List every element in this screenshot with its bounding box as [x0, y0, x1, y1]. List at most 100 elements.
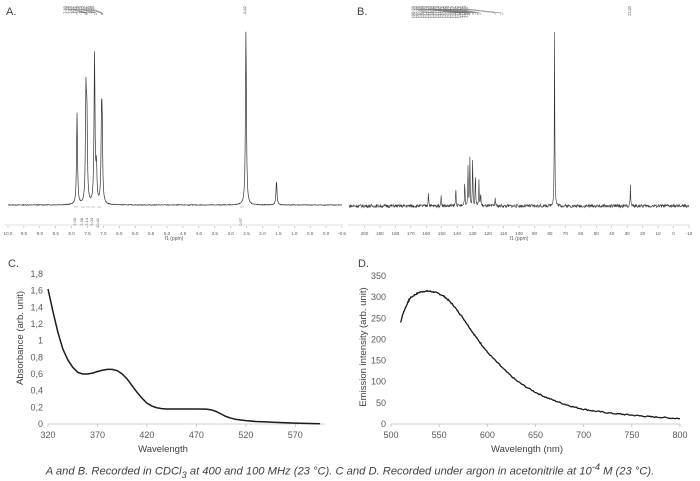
panel-c-y-label: Absorbance (arb. unit) — [15, 291, 26, 385]
peak-leader-line — [76, 7, 88, 15]
x-tick-label: 170 — [407, 231, 415, 236]
x-tick-label: 30 — [625, 231, 631, 236]
panel-d-axes: 0 50 100 150 200 250 300 350 500 550 600 650 700 750 8… — [371, 271, 688, 440]
peak-label: 7.03 — [90, 5, 95, 14]
panel-a-peak-labels: 7.837.567.557.527.517.287.237.227.077.05… — [62, 5, 247, 15]
x-tick-label: 550 — [432, 430, 447, 440]
x-tick-label: 150 — [438, 231, 446, 236]
peak-label: 140.96 — [417, 5, 422, 18]
peak-leader-line — [462, 7, 496, 15]
x-tick-label: 8.0 — [68, 231, 75, 236]
y-tick-label: 0 — [38, 419, 43, 429]
x-tick-label: 110 — [500, 231, 508, 236]
x-tick-label: -10 — [686, 231, 693, 236]
peak-label: 7.05 — [85, 5, 90, 14]
x-tick-label: 2.5 — [243, 231, 250, 236]
peak-leader-line — [78, 7, 95, 15]
peak-label: 2.52 — [242, 5, 247, 14]
x-tick-label: 1.0 — [291, 231, 298, 236]
peak-leader-line — [423, 7, 460, 15]
integral-label: 2.04 — [89, 217, 94, 226]
x-tick-label: 190 — [376, 231, 384, 236]
x-tick-label: 10 — [656, 231, 662, 236]
x-tick-label: 120 — [484, 231, 492, 236]
peak-leader-line — [445, 7, 473, 15]
peak-label: 7.07 — [82, 5, 87, 14]
caption-part-1: A and B. Recorded in CDCl — [45, 465, 182, 478]
x-tick-label: 20 — [640, 231, 646, 236]
panel-d-x-label: Wavelength (nm) — [491, 444, 563, 455]
peak-leader-line — [93, 7, 103, 15]
peak-leader-line — [460, 7, 481, 15]
x-tick-label: 80 — [547, 231, 553, 236]
panel-d: D. 0 50 100 150 200 250 300 350 500 550 600 650 700 7… — [358, 258, 688, 455]
peak-label: 132.19 — [434, 5, 439, 18]
y-tick-label: 350 — [371, 271, 386, 281]
peak-leader-line — [425, 7, 461, 15]
panel-a-x-ticks: 10.0 9.5 9.0 8.5 8.0 7.5 7.0 6.5 6.0 5.5 5.0 4.5 4.0… — [4, 226, 346, 236]
peak-label: 129.58 — [444, 5, 449, 18]
peak-leader-line — [73, 7, 88, 15]
y-tick-label: 1,4 — [30, 302, 43, 312]
y-tick-label: 200 — [371, 334, 386, 344]
x-tick-label: 0.0 — [323, 231, 330, 236]
peak-label: 132.89 — [432, 5, 437, 18]
x-tick-label: 4.0 — [196, 231, 203, 236]
panel-a-x-label: f1 (ppm) — [165, 236, 184, 242]
x-tick-label: 50 — [594, 231, 600, 236]
peak-label: 7.04 — [87, 5, 92, 14]
peak-leader-line — [455, 7, 479, 15]
x-tick-label: 600 — [480, 430, 495, 440]
x-tick-label: 5.0 — [164, 231, 171, 236]
peak-label: 133.00 — [429, 5, 434, 18]
peak-label: 155.53 — [412, 5, 417, 18]
x-tick-label: 9.0 — [37, 231, 44, 236]
panel-b-spectrum — [348, 31, 690, 209]
caption-part-3: M (23 °C). — [600, 465, 655, 478]
y-tick-label: 100 — [371, 377, 386, 387]
x-tick-label: 100 — [515, 231, 523, 236]
panel-b: B. 158.60155.53150.39140.96138.44137.901… — [348, 5, 693, 242]
peak-leader-line — [440, 7, 470, 15]
peak-leader-line — [452, 7, 478, 15]
y-tick-label: 50 — [376, 398, 386, 408]
y-tick-label: 0 — [381, 419, 386, 429]
y-tick-label: 250 — [371, 313, 386, 323]
x-tick-label: 7.0 — [100, 231, 107, 236]
peak-label: 137.90 — [422, 5, 427, 18]
peak-leader-line — [438, 7, 470, 15]
x-tick-label: 650 — [528, 430, 543, 440]
y-tick-label: 1 — [38, 336, 43, 346]
x-tick-label: 140 — [453, 231, 461, 236]
panel-b-peak-labels: 158.60155.53150.39140.96138.44137.90135.… — [410, 5, 631, 18]
x-tick-label: 60 — [578, 231, 584, 236]
peak-label: 125.92 — [454, 5, 459, 18]
peak-label: 112.00 — [461, 5, 466, 18]
peak-label: 128.17 — [447, 5, 452, 18]
x-tick-label: 700 — [576, 430, 591, 440]
x-tick-label: 6.5 — [116, 231, 123, 236]
x-tick-label: 520 — [238, 430, 253, 440]
panel-c: C. 0 0,2 0,4 0,6 0,8 1 1,2 1,4 1,6 1,8 320 370 420 47… — [8, 258, 325, 455]
peak-label: 131.97 — [437, 5, 442, 18]
panel-a-integrals: 2.00 2.38 2.14 2.04 10.41 0.97 — [72, 206, 244, 228]
peak-leader-line — [91, 7, 103, 15]
y-tick-label: 1,2 — [30, 319, 43, 329]
peak-leader-line — [70, 7, 87, 15]
x-tick-label: 420 — [139, 430, 154, 440]
peak-leader-line — [81, 7, 97, 15]
caption-superscript: -4 — [591, 462, 601, 472]
x-tick-label: 320 — [40, 430, 55, 440]
x-tick-label: 6.0 — [132, 231, 139, 236]
peak-leader-line — [457, 7, 480, 15]
integral-label: 0.97 — [238, 217, 243, 226]
panel-d-emission-curve — [399, 289, 681, 420]
x-tick-label: 500 — [383, 430, 398, 440]
peak-label: 115.41 — [459, 5, 464, 18]
peak-leader-line — [450, 7, 476, 15]
x-tick-label: 750 — [624, 430, 639, 440]
peak-label: 7.22 — [80, 5, 85, 14]
x-tick-label: 40 — [609, 231, 615, 236]
peak-leader-line — [65, 7, 78, 15]
panel-a: A. 7.837.567.557.527.517.287.237.227.077… — [4, 5, 347, 242]
